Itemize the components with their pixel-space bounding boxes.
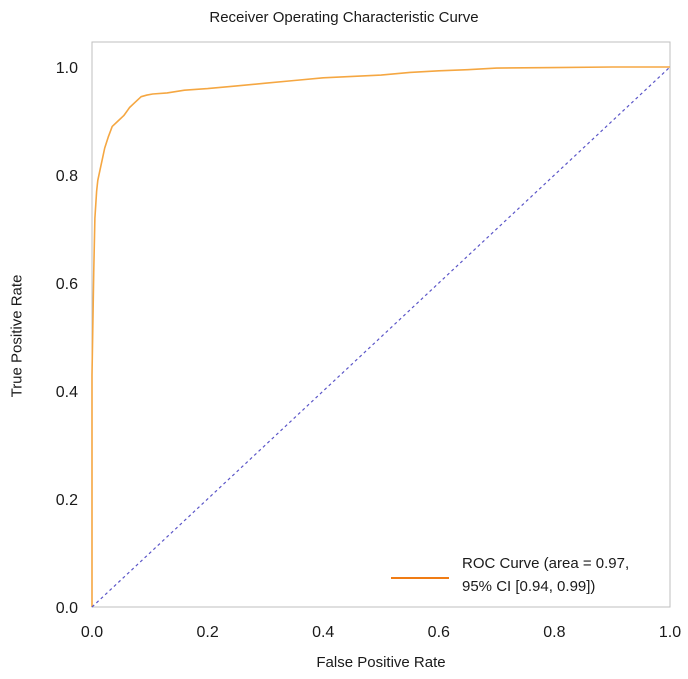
x-axis-label: False Positive Rate [316,654,446,671]
plot-frame [91,41,671,608]
y-tick-label: 0.0 [56,600,78,617]
x-tick-label: 0.4 [312,624,334,641]
legend-label-roc: ROC Curve (area = 0.97, 95% CI [0.94, 0.… [462,555,630,595]
x-tick-label: 0.2 [196,624,218,641]
x-tick-label: 0.0 [81,624,103,641]
x-tick-label: 0.8 [543,624,565,641]
y-tick-label: 0.4 [56,384,78,401]
x-tick-label: 0.6 [428,624,450,641]
roc-curve-line [91,66,670,607]
legend: ROC Curve (area = 0.97, 95% CI [0.94, 0.… [386,550,658,602]
y-tick-label: 0.2 [56,492,78,509]
chance-diagonal-line [91,66,671,608]
y-tick-label: 0.8 [56,168,78,185]
y-tick-label: 1.0 [56,60,78,77]
chart-title: Receiver Operating Characteristic Curve [209,9,479,26]
y-tick-label: 0.6 [56,276,78,293]
x-tick-label: 1.0 [659,624,681,641]
y-tick-labels: 0.0 0.2 0.4 0.6 0.8 1.0 [56,60,78,617]
y-axis-label: True Positive Rate [8,274,26,398]
series-layer [91,66,671,608]
legend-swatch-roc [391,577,449,579]
x-tick-labels: 0.0 0.2 0.4 0.6 0.8 1.0 [81,624,681,641]
